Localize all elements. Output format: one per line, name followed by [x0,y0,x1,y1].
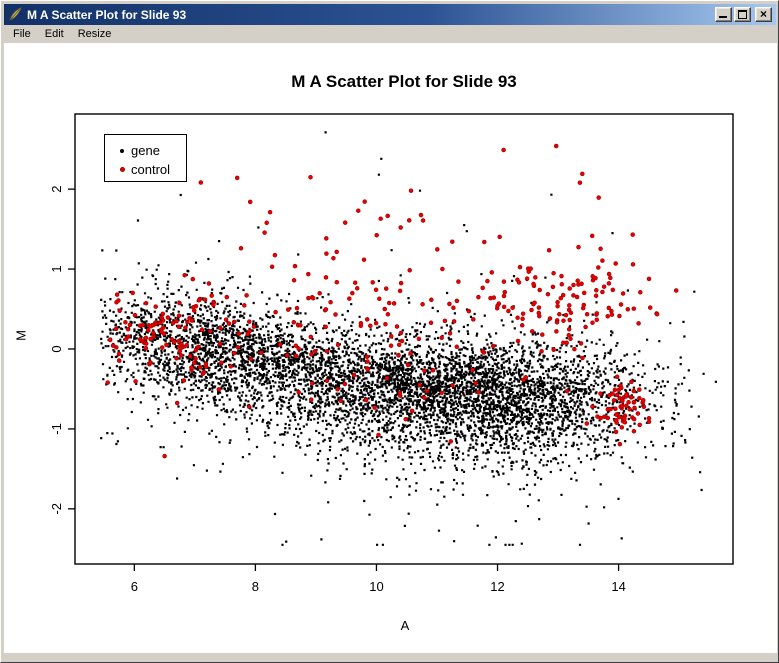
legend-entry-control: control [113,160,186,179]
svg-text:6: 6 [131,579,138,594]
menu-resize[interactable]: Resize [77,28,112,40]
window-controls: × [713,7,772,22]
close-button[interactable]: × [755,7,772,22]
menu-file[interactable]: File [13,28,31,40]
svg-text:10: 10 [369,579,383,594]
svg-text:0: 0 [49,345,64,352]
menu-bar: File Edit Resize [4,25,776,43]
maximize-icon [738,10,747,19]
control-marker-icon [113,167,131,172]
maximize-button[interactable] [734,7,751,22]
minimize-button[interactable] [715,7,732,22]
plot-box [74,113,734,565]
svg-text:-1: -1 [49,423,64,435]
legend-label-gene: gene [131,143,160,158]
plot-canvas: 6 8 10 12 14 -2 -1 0 1 2 M A Scatter Plot for Sli… [4,43,777,653]
minimize-icon [719,16,727,18]
title-bar[interactable]: M A Scatter Plot for Slide 93 × [4,4,776,25]
svg-text:12: 12 [490,579,504,594]
close-icon: × [759,7,767,21]
r-feather-icon [9,7,22,21]
svg-text:2: 2 [49,186,64,193]
x-axis-label: A [400,618,410,633]
x-axis-ticks: 6 8 10 12 14 [131,564,626,594]
svg-text:1: 1 [49,265,64,272]
y-axis-label: M [13,330,29,341]
window-title: M A Scatter Plot for Slide 93 [27,7,187,22]
y-axis-ticks: -2 -1 0 1 2 [49,186,75,515]
svg-text:8: 8 [252,579,259,594]
legend: gene control [104,134,187,182]
plot-title: M A Scatter Plot for Slide 93 [291,72,517,91]
svg-text:-2: -2 [49,503,64,515]
menu-edit[interactable]: Edit [44,28,64,40]
gene-points [100,131,718,546]
svg-text:14: 14 [611,579,625,594]
legend-entry-gene: gene [113,141,186,160]
control-points [105,143,679,459]
gene-marker-icon [113,148,131,153]
legend-label-control: control [131,162,171,177]
